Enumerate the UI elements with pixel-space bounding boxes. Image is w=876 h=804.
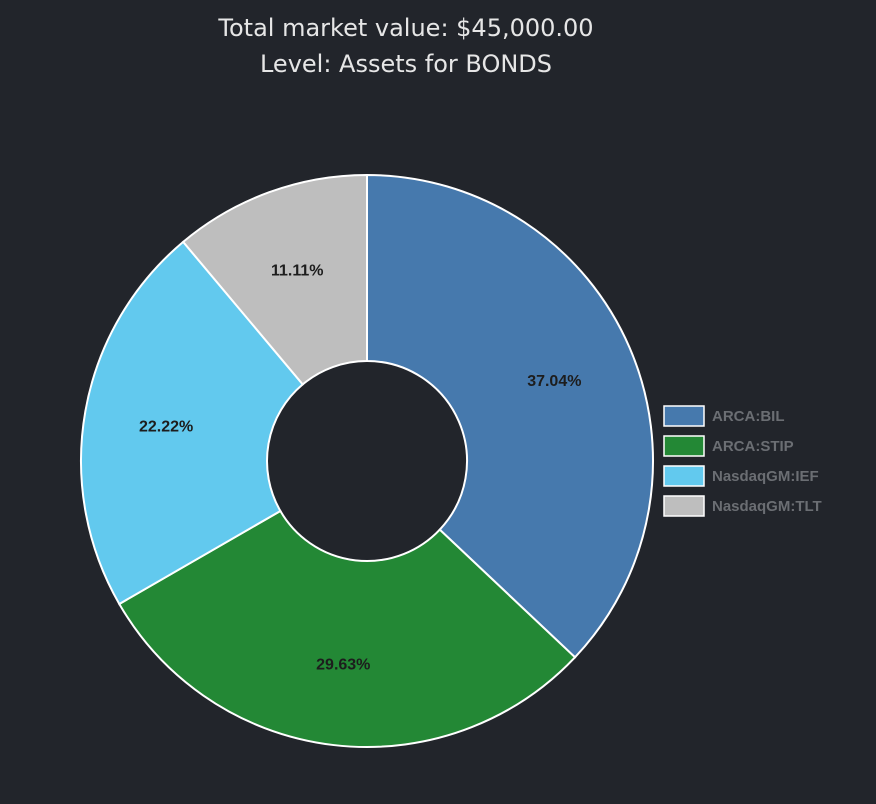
legend-label: ARCA:BIL <box>712 408 785 425</box>
legend-label: NasdaqGM:IEF <box>712 468 819 485</box>
legend-item-nasdaqgm-ief[interactable]: NasdaqGM:IEF <box>663 465 819 487</box>
chart-slices <box>80 173 654 748</box>
slice-label: 11.11% <box>271 262 324 279</box>
legend-label: ARCA:STIP <box>712 438 794 455</box>
chart-subtitle: Level: Assets for BONDS <box>259 50 553 78</box>
chart-legend[interactable]: ARCA:BIL ARCA:STIP NasdaqGM:IEF NasdaqGM:TL… <box>663 405 822 517</box>
slice-label: 37.04% <box>527 373 581 390</box>
slice-label: 29.63% <box>316 657 370 674</box>
legend-swatch <box>663 465 705 487</box>
slice-label: 22.22% <box>139 419 193 436</box>
chart-slice-labels: 37.04% 29.63% 22.22% 11.11% <box>139 262 581 673</box>
slice-nasdaqgm-tlt[interactable] <box>181 173 368 386</box>
legend-label: NasdaqGM:TLT <box>712 498 822 515</box>
legend-item-arca-stip[interactable]: ARCA:STIP <box>663 435 794 457</box>
slice-arca-stip[interactable] <box>117 509 577 748</box>
chart-title-block: Total market value: $45,000.00 Level: As… <box>0 10 812 82</box>
legend-swatch <box>663 495 705 517</box>
legend-swatch <box>663 435 705 457</box>
legend-item-nasdaqgm-tlt[interactable]: NasdaqGM:TLT <box>663 495 822 517</box>
chart-title: Total market value: $45,000.00 <box>218 14 594 42</box>
slice-arca-bil[interactable] <box>366 173 654 659</box>
slice-nasdaqgm-ief[interactable] <box>80 240 305 606</box>
legend-swatch <box>663 405 705 427</box>
legend-item-arca-bil[interactable]: ARCA:BIL <box>663 405 785 427</box>
